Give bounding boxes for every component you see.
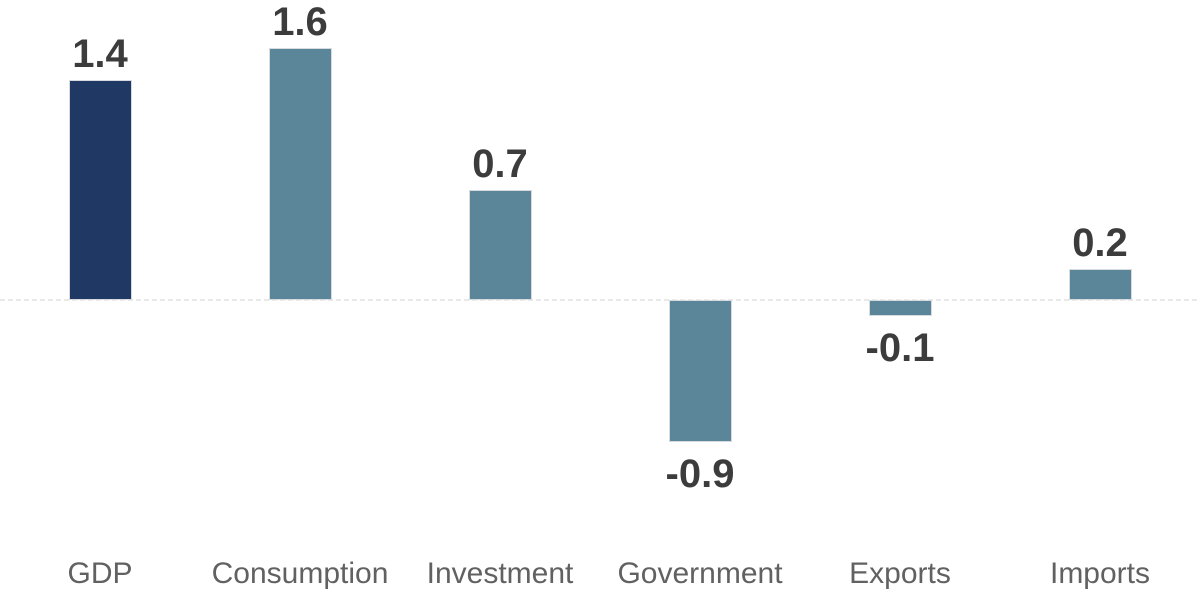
- value-label-gdp: 1.4: [72, 31, 128, 76]
- value-label-investment: 0.7: [472, 141, 528, 186]
- zero-baseline: [0, 299, 1200, 301]
- value-label-imports: 0.2: [1072, 220, 1128, 265]
- category-label-government: Government: [617, 557, 783, 590]
- bar-gdp: [68, 79, 132, 300]
- value-label-exports: -0.1: [865, 325, 935, 370]
- bar-imports: [1068, 268, 1132, 300]
- bar-consumption: [268, 48, 332, 300]
- category-label-imports: Imports: [1049, 557, 1151, 590]
- value-label-government: -0.9: [665, 451, 735, 496]
- value-label-consumption: 1.6: [272, 0, 328, 44]
- category-label-investment: Investment: [426, 557, 574, 590]
- category-label-exports: Exports: [849, 557, 951, 590]
- category-label-consumption: Consumption: [211, 557, 389, 590]
- category-label-gdp: GDP: [67, 557, 133, 590]
- bar-exports: [868, 300, 932, 316]
- bar-investment: [468, 189, 532, 300]
- bar-government: [668, 300, 732, 442]
